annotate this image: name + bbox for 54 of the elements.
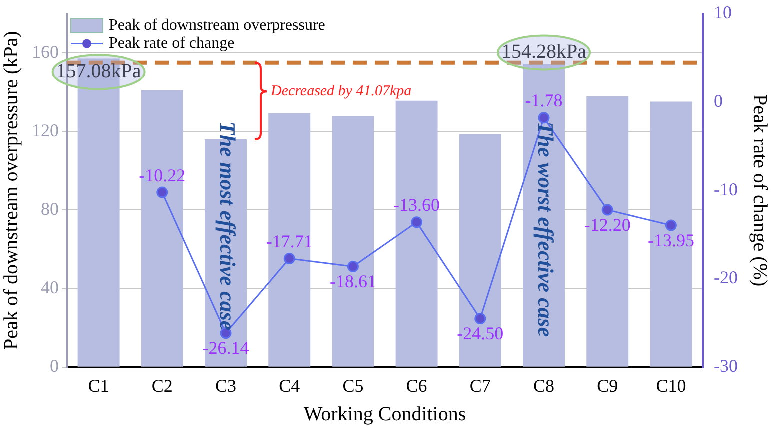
point (474, 313, 486, 325)
y2-tick-label: -30 (714, 356, 738, 376)
annotation: The worst effective case (533, 122, 558, 338)
data-label: -18.61 (330, 271, 376, 292)
x-tick-label: C4 (279, 376, 300, 396)
point (602, 204, 614, 216)
bar (268, 113, 311, 367)
data-label: -10.22 (139, 165, 186, 186)
annotation: The most effective case (215, 122, 240, 331)
point (538, 112, 550, 124)
legend-label: Peak rate of change (109, 35, 235, 52)
point (156, 186, 168, 198)
data-label: -13.95 (648, 230, 694, 250)
x-axis-title: Working Conditions (304, 403, 466, 426)
data-label: -26.14 (202, 338, 250, 358)
bar (396, 100, 438, 367)
point (411, 216, 423, 228)
y2-axis-title: Peak rate of change (%) (748, 94, 771, 287)
x-tick-label: C5 (342, 376, 364, 396)
x-tick-label: C1 (88, 376, 110, 396)
y-tick-label: 80 (41, 198, 59, 219)
y-tick-label: 0 (50, 356, 59, 376)
y-tick-label: 120 (32, 120, 59, 140)
legend-label: Peak of downstream overpressure (109, 17, 326, 34)
bar (141, 90, 184, 367)
point (284, 253, 296, 265)
y2-tick-label: 10 (714, 2, 732, 23)
annotation: 154.28kPa (502, 40, 587, 63)
annotation: Decreased by 41.07kpa (270, 84, 412, 100)
data-label: -24.50 (457, 324, 504, 344)
y-tick-label: 160 (32, 42, 59, 62)
bar (650, 102, 692, 367)
data-label: -1.78 (525, 90, 563, 111)
y2-tick-label: -10 (714, 179, 738, 200)
data-label: -13.60 (394, 195, 440, 216)
x-tick-label: C6 (406, 376, 428, 396)
x-tick-label: C8 (533, 376, 555, 396)
point (665, 220, 677, 232)
x-tick-label: C2 (152, 376, 173, 396)
x-tick-label: C9 (597, 376, 618, 396)
data-label: -17.71 (266, 231, 313, 252)
point (347, 260, 359, 272)
x-tick-label: C10 (656, 376, 686, 396)
y-axis-title: Peak of downstream overpressure (kPa) (0, 31, 22, 350)
x-tick-label: C3 (215, 376, 237, 396)
bar (586, 96, 629, 367)
y2-tick-label: 0 (714, 90, 723, 111)
annotation: 157.08kPa (56, 60, 142, 82)
x-tick-label: C7 (470, 376, 491, 396)
bar (332, 116, 374, 367)
y-tick-label: 40 (41, 278, 59, 298)
y2-tick-label: -20 (714, 268, 738, 288)
bar (459, 134, 502, 367)
data-label: -12.20 (584, 214, 631, 235)
